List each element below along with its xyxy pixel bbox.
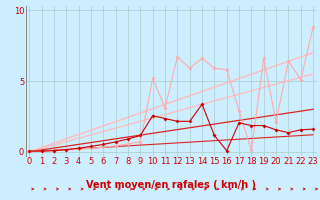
X-axis label: Vent moyen/en rafales ( km/h ): Vent moyen/en rafales ( km/h ) [86,180,256,190]
